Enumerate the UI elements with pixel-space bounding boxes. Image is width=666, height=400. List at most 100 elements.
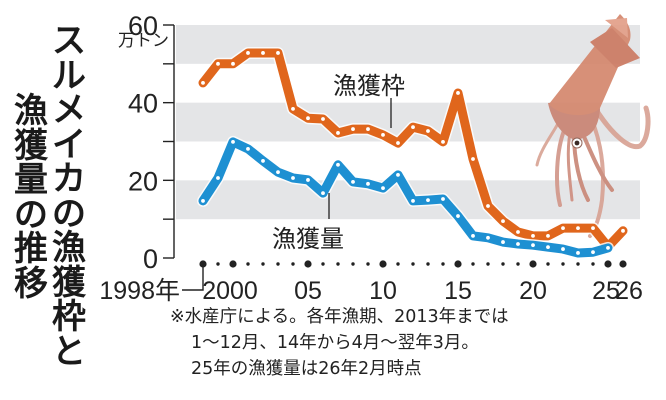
data-point <box>576 226 580 230</box>
data-point <box>366 181 370 186</box>
x-tick-label: 2000 <box>202 277 258 305</box>
chart-title-column-1: スルメイカの漁獲枠と <box>52 24 86 369</box>
data-point <box>216 61 220 66</box>
x-minor-dot <box>516 262 520 266</box>
data-point <box>426 129 430 133</box>
x-tick-label: 05 <box>294 277 322 305</box>
x-minor-dot <box>561 262 565 266</box>
x-major-dot <box>379 260 387 268</box>
data-point <box>261 159 265 163</box>
data-point <box>381 186 385 191</box>
title-char: 獲 <box>52 262 86 303</box>
data-point <box>246 146 250 151</box>
data-point <box>276 170 280 175</box>
x-major-dot <box>199 260 207 268</box>
data-point <box>561 226 565 230</box>
footnote-line-3: 25年の漁獲量は26年2月時点 <box>191 359 422 379</box>
data-point <box>306 116 310 121</box>
squid-illustration <box>535 14 651 238</box>
x-tick-label: 15 <box>444 277 472 305</box>
data-point <box>516 242 520 246</box>
x-minor-dot <box>396 262 400 266</box>
data-point <box>291 176 295 180</box>
y-axis: 0 20 40 60 <box>128 11 175 274</box>
data-point <box>201 199 205 203</box>
data-point <box>231 139 235 144</box>
data-point <box>456 214 460 218</box>
title-char: ル <box>52 55 86 96</box>
data-point <box>246 51 250 55</box>
data-point <box>516 230 520 234</box>
data-point <box>576 251 580 255</box>
x-minor-dot <box>501 262 505 266</box>
x-minor-dot <box>276 262 280 266</box>
data-point <box>456 91 460 95</box>
y-axis-unit: 万トン <box>118 31 169 51</box>
x-minor-dot <box>441 262 445 266</box>
x-minor-dot <box>591 262 595 266</box>
catch-series-label: 漁獲量 <box>272 225 344 253</box>
x-major-dot <box>529 260 537 268</box>
data-point <box>561 247 565 251</box>
x-tick-label: 25 <box>592 277 620 305</box>
title-char: 枠 <box>52 297 86 337</box>
title-char: イ <box>52 124 86 165</box>
data-point <box>501 240 505 244</box>
data-point <box>336 131 340 135</box>
series-quota-line <box>197 47 629 253</box>
x-minor-dot <box>576 262 580 266</box>
title-char: 漁 <box>14 91 48 131</box>
data-point <box>621 228 625 233</box>
data-point <box>216 176 220 180</box>
title-char: 量 <box>14 160 48 200</box>
x-minor-dot <box>471 262 475 266</box>
data-point <box>351 179 355 184</box>
x-major-dot <box>619 260 627 268</box>
data-point <box>231 61 235 66</box>
data-point <box>366 127 370 131</box>
x-minor-dot <box>411 262 415 266</box>
title-char: ス <box>52 21 86 61</box>
quota-series-label: 漁獲枠 <box>333 72 405 100</box>
data-point <box>321 191 325 196</box>
data-point <box>351 127 355 131</box>
y-tick-label: 0 <box>143 244 158 274</box>
x-minor-dot <box>486 262 490 266</box>
x-minor-dot <box>366 262 370 266</box>
data-point <box>591 226 595 230</box>
data-point <box>411 125 415 130</box>
y-tick-label: 60 <box>128 11 158 41</box>
data-point <box>471 233 475 238</box>
title-char: メ <box>52 90 86 130</box>
data-point <box>426 198 430 203</box>
data-point <box>471 157 475 161</box>
x-minor-dot <box>216 262 220 266</box>
data-point <box>306 178 310 182</box>
x-major-dot <box>604 260 612 268</box>
data-point <box>546 233 550 238</box>
y-tick-label: 40 <box>128 89 158 119</box>
x-minor-dot <box>321 262 325 266</box>
y-tick-label: 20 <box>128 166 158 196</box>
data-point <box>546 245 550 250</box>
chart-title-column-2: 漁獲量の推移 <box>14 94 48 301</box>
x-minor-dot <box>426 262 430 266</box>
footnote: ※水産庁による。各年漁期、2013年までは 1～12月、14年から4月～翌年3月… <box>170 304 509 382</box>
x-major-dot <box>229 260 237 268</box>
x-minor-dot <box>336 262 340 266</box>
title-char: の <box>14 194 48 235</box>
data-point <box>441 197 445 201</box>
title-char: 移 <box>14 263 48 304</box>
data-point <box>441 139 445 144</box>
data-point <box>261 51 265 55</box>
data-point <box>321 117 325 121</box>
title-char: カ <box>52 159 86 199</box>
data-point <box>531 243 535 248</box>
data-point <box>396 172 400 177</box>
x-major-dot <box>304 260 312 268</box>
title-char: 獲 <box>14 125 48 166</box>
data-point <box>396 141 400 145</box>
x-tick-label: 20 <box>519 277 547 305</box>
